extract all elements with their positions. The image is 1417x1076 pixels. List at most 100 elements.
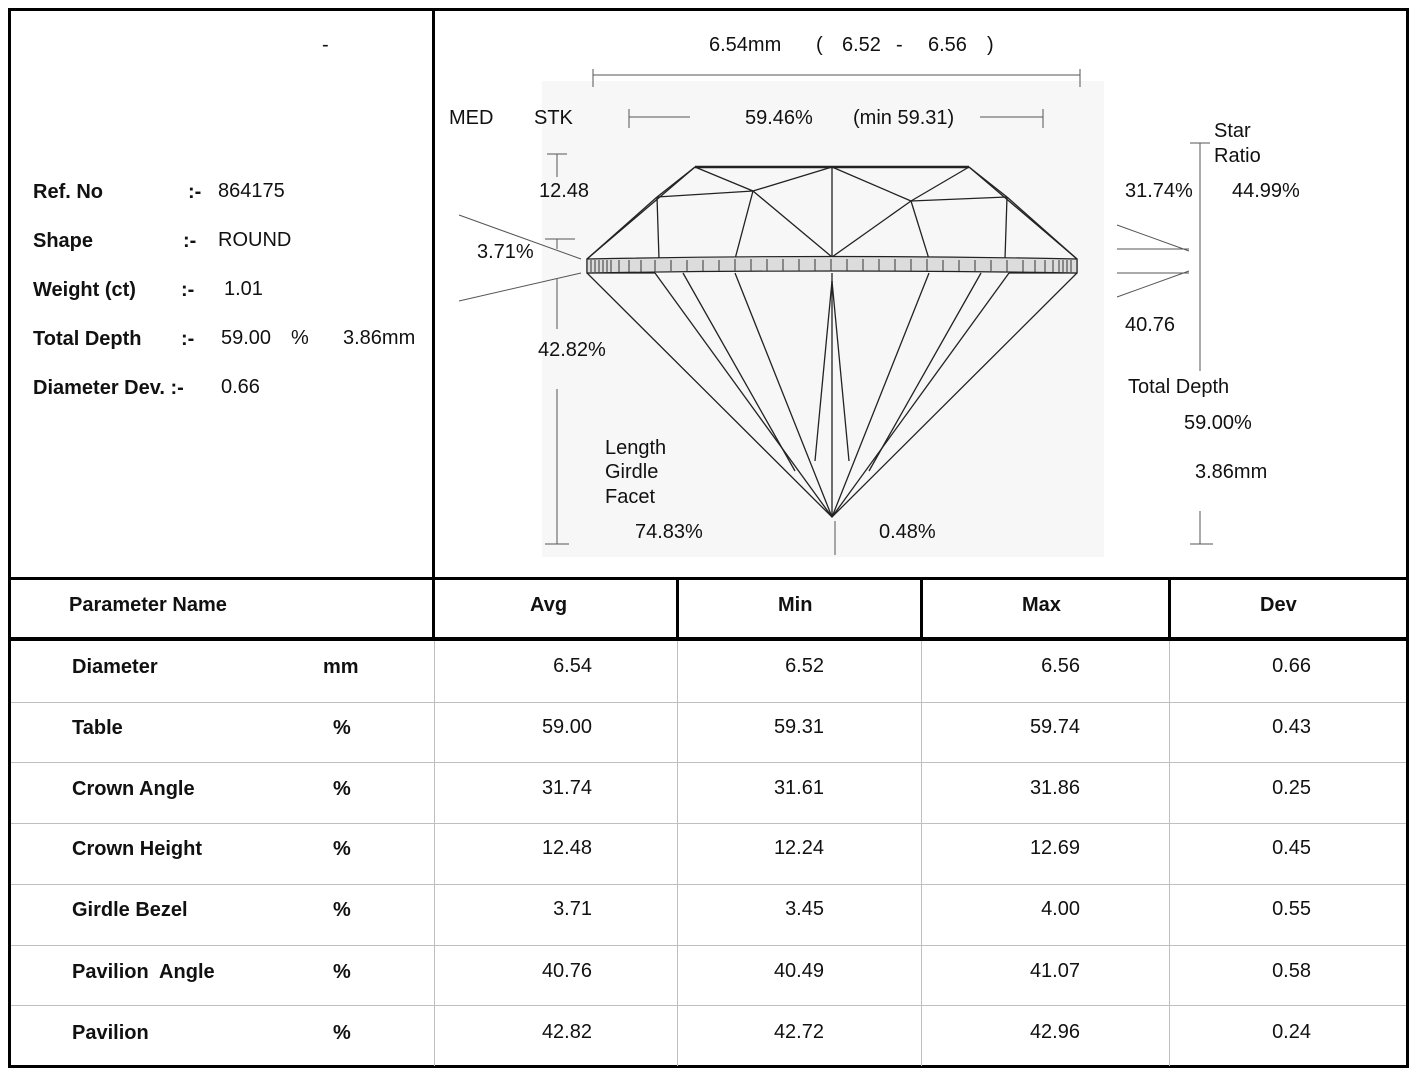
- row-unit: %: [333, 1022, 351, 1044]
- shape-label: Shape: [33, 230, 94, 252]
- row-avg: 40.76: [541, 960, 592, 982]
- row-max: 59.74: [1029, 716, 1080, 738]
- row-avg: 6.54: [553, 655, 592, 677]
- row-dev: 0.24: [1272, 1021, 1311, 1043]
- row-max: 4.00: [1041, 898, 1080, 920]
- row-dev: 0.43: [1272, 716, 1311, 738]
- girdle-band: [586, 255, 1078, 274]
- row-name: Pavilion Angle: [72, 961, 215, 983]
- row-avg: 3.71: [553, 898, 592, 920]
- row-unit: %: [333, 717, 351, 739]
- row-name: Diameter: [72, 656, 158, 678]
- ref-label: Ref. No: [33, 181, 103, 203]
- header-divider-avg-min: [676, 580, 679, 640]
- row-name: Crown Height: [72, 838, 202, 860]
- row-min: 59.31: [773, 716, 824, 738]
- header-divider-max-dev: [1168, 580, 1171, 640]
- grid-row-5: [11, 945, 1406, 946]
- row-name: Girdle Bezel: [72, 899, 188, 921]
- header-row-bottom-rule: [8, 637, 1409, 641]
- row-avg: 42.82: [541, 1021, 592, 1043]
- crown-height-value: 12.48: [539, 180, 589, 202]
- header-max: Max: [1022, 594, 1061, 616]
- table-pct: 59.46%: [745, 107, 813, 129]
- ref-sep: :-: [188, 181, 202, 203]
- dim-diameter: 6.54mm: [709, 34, 781, 56]
- row-unit: %: [333, 961, 351, 983]
- row-dev: 0.58: [1272, 960, 1311, 982]
- table-min: (min 59.31): [853, 107, 954, 129]
- weight-sep: :-: [181, 279, 195, 301]
- grid-col-4: [1169, 641, 1170, 1066]
- row-dev: 0.55: [1272, 898, 1311, 920]
- lgf-line-3: Facet: [605, 486, 655, 508]
- row-max: 42.96: [1029, 1021, 1080, 1043]
- header-dev: Dev: [1260, 594, 1297, 616]
- row-name: Pavilion: [72, 1022, 149, 1044]
- culet-value: 0.48%: [879, 521, 936, 543]
- diagram-background: [542, 81, 1104, 557]
- row-avg: 59.00: [541, 716, 592, 738]
- depth-sep: :-: [181, 328, 195, 350]
- header-avg: Avg: [530, 594, 568, 616]
- row-min: 40.49: [773, 960, 824, 982]
- row-avg: 12.48: [541, 837, 592, 859]
- row-unit: %: [333, 899, 351, 921]
- grid-row-2: [11, 762, 1406, 763]
- top-divider-vertical: [432, 8, 435, 640]
- lgf-value: 74.83%: [635, 521, 703, 543]
- weight-value: 1.01: [224, 278, 263, 300]
- row-max: 31.86: [1029, 777, 1080, 799]
- row-min: 42.72: [773, 1021, 824, 1043]
- row-max: 12.69: [1029, 837, 1080, 859]
- header-divider-min-max: [920, 580, 923, 640]
- grid-row-1: [11, 702, 1406, 703]
- pavilion-depth-value: 42.82%: [538, 339, 606, 361]
- star-ratio-line-1: Star: [1214, 120, 1251, 142]
- row-dev: 0.66: [1272, 655, 1311, 677]
- lgf-line-2: Girdle: [605, 461, 658, 483]
- dim-diameter-open: (: [816, 34, 823, 56]
- row-dev: 0.25: [1272, 777, 1311, 799]
- row-min: 31.61: [773, 777, 824, 799]
- total-depth-label: Total Depth: [1128, 376, 1229, 398]
- lgf-line-1: Length: [605, 437, 666, 459]
- dim-diameter-min: 6.52: [842, 34, 881, 56]
- row-max: 41.07: [1029, 960, 1080, 982]
- grid-row-4: [11, 884, 1406, 885]
- row-dev: 0.45: [1272, 837, 1311, 859]
- diadev-value: 0.66: [221, 376, 260, 398]
- header-parameter-name: Parameter Name: [69, 594, 227, 616]
- shape-value: ROUND: [218, 229, 292, 251]
- depth-label: Total Depth: [33, 328, 142, 350]
- report-frame: [8, 8, 1409, 1068]
- diadev-label: Diameter Dev. :-: [33, 377, 184, 399]
- dim-diameter-close: ): [987, 34, 994, 56]
- diamond-outline: [586, 165, 1078, 518]
- dim-diameter-max: 6.56: [928, 34, 967, 56]
- row-avg: 31.74: [541, 777, 592, 799]
- row-name: Table: [72, 717, 123, 739]
- total-depth-pct: 59.00%: [1184, 412, 1252, 434]
- row-min: 12.24: [773, 837, 824, 859]
- depth-value: 59.00: [221, 327, 272, 349]
- diamond-diagram: 6.54mm ( 6.52 - 6.56 ) MED STK 59.46% (m…: [449, 34, 1300, 557]
- dim-diameter-dash: -: [896, 34, 903, 56]
- total-depth-mm: 3.86mm: [1195, 461, 1267, 483]
- girdle-stk-label: STK: [534, 107, 574, 129]
- girdle-pct-value: 3.71%: [477, 241, 534, 263]
- row-unit: %: [333, 778, 351, 800]
- grid-col-1: [434, 641, 435, 1066]
- shape-sep: :-: [183, 230, 197, 252]
- grid-row-3: [11, 823, 1406, 824]
- row-unit: %: [333, 838, 351, 860]
- ref-value: 864175: [218, 180, 285, 202]
- girdle-med-label: MED: [449, 107, 493, 129]
- grid-row-6: [11, 1005, 1406, 1006]
- weight-label: Weight (ct): [33, 279, 136, 301]
- row-min: 3.45: [785, 898, 824, 920]
- star-ratio-line-2: Ratio: [1214, 145, 1261, 167]
- grid-col-2: [677, 641, 678, 1066]
- row-max: 6.56: [1041, 655, 1080, 677]
- row-min: 6.52: [785, 655, 824, 677]
